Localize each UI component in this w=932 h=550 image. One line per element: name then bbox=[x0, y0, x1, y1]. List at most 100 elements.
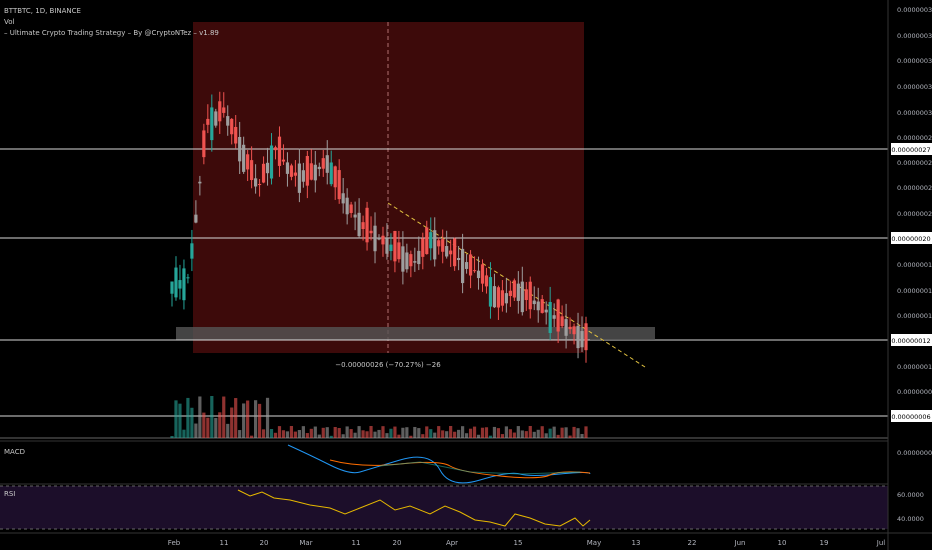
candle-body bbox=[580, 331, 584, 348]
volume-bar bbox=[357, 426, 361, 438]
volume-bar bbox=[457, 429, 461, 438]
volume-bar bbox=[472, 426, 477, 438]
time-axis: Feb 11 20 Mar 11 20 Apr 15 May 13 22 Jun 10 19 Jul bbox=[168, 539, 885, 547]
candle-body bbox=[484, 275, 489, 287]
candle-body bbox=[202, 130, 206, 158]
volume-bar bbox=[289, 426, 294, 438]
candle-body bbox=[297, 163, 301, 193]
volume-bar bbox=[564, 427, 568, 438]
volume-bar bbox=[297, 430, 301, 438]
volume-bar bbox=[246, 400, 250, 438]
volume-bar bbox=[524, 431, 528, 438]
volume-bar bbox=[397, 434, 401, 438]
volume-bar bbox=[253, 400, 258, 438]
candle-body bbox=[548, 301, 552, 333]
price-badges: 0.00000027 0.00000020 0.00000012 0.00000… bbox=[891, 143, 932, 422]
candle-body bbox=[269, 145, 274, 179]
time-tick: Feb bbox=[168, 539, 181, 547]
candle-body bbox=[253, 178, 258, 187]
candle-body bbox=[214, 111, 218, 126]
volume-bar bbox=[433, 432, 437, 438]
volume-bar bbox=[250, 435, 254, 438]
volume-bar bbox=[532, 431, 536, 438]
candle-body bbox=[413, 261, 417, 263]
time-tick: 10 bbox=[778, 539, 787, 547]
candle-body bbox=[476, 270, 481, 279]
time-tick: 13 bbox=[632, 539, 641, 547]
volume-bar bbox=[401, 427, 405, 438]
volume-bar bbox=[170, 436, 174, 438]
candle-body bbox=[293, 172, 298, 176]
candle-body bbox=[508, 290, 512, 296]
volume-bar bbox=[460, 426, 465, 438]
volume-bar bbox=[429, 429, 433, 438]
volume-bar bbox=[500, 434, 505, 438]
time-tick: Mar bbox=[299, 539, 312, 547]
candle-body bbox=[429, 232, 433, 249]
volume-bar bbox=[449, 426, 453, 438]
price-tick: 0.00000028 bbox=[897, 134, 932, 142]
candle-body bbox=[174, 267, 178, 298]
candle-body bbox=[445, 246, 449, 257]
volume-bar bbox=[544, 433, 548, 438]
candle-body bbox=[190, 243, 194, 259]
time-tick: 19 bbox=[820, 539, 829, 547]
volume-bar bbox=[329, 435, 333, 438]
candle-body bbox=[341, 193, 345, 204]
volume-bar bbox=[194, 423, 198, 438]
price-tick: 0.00000016 bbox=[897, 287, 932, 295]
volume-bar bbox=[317, 434, 321, 438]
price-tick: 0.00000024 bbox=[897, 184, 932, 192]
candle-body bbox=[246, 154, 250, 170]
candle-body bbox=[564, 319, 568, 336]
volume-bar bbox=[218, 412, 222, 438]
candle-body bbox=[389, 244, 393, 252]
candle-body bbox=[417, 250, 421, 265]
volume-bar bbox=[190, 407, 194, 438]
candle-body bbox=[250, 160, 254, 181]
candle-body bbox=[488, 277, 493, 307]
candle-body bbox=[178, 280, 182, 289]
candle-body bbox=[369, 230, 373, 234]
volume-bar bbox=[313, 426, 317, 438]
candle-body bbox=[333, 166, 337, 188]
rsi-band bbox=[0, 486, 888, 529]
volume-bar bbox=[349, 429, 353, 438]
candle-body bbox=[544, 309, 548, 313]
candle-body bbox=[393, 230, 397, 262]
volume-bar bbox=[488, 435, 493, 438]
price-tick: 0.00000014 bbox=[897, 312, 932, 320]
volume-bar bbox=[285, 431, 290, 438]
volume-bar bbox=[222, 396, 226, 438]
volume-bar bbox=[480, 427, 485, 438]
time-tick: Jun bbox=[734, 539, 746, 547]
volume-bar bbox=[369, 426, 373, 438]
candle-body bbox=[568, 326, 572, 330]
candle-body bbox=[206, 118, 210, 125]
candle-body bbox=[532, 300, 536, 305]
candle-body bbox=[325, 155, 329, 173]
volume-bar bbox=[345, 426, 349, 438]
candle-body bbox=[377, 237, 381, 240]
volume-bar bbox=[492, 426, 497, 438]
candle-body bbox=[305, 156, 309, 186]
volume-bar bbox=[425, 426, 429, 438]
candle-body bbox=[242, 144, 246, 172]
rsi-label: RSI bbox=[4, 490, 15, 498]
volume-bar bbox=[508, 429, 512, 438]
price-tick: 0.00000032 bbox=[897, 83, 932, 91]
time-tick: 15 bbox=[514, 539, 523, 547]
volume-bar bbox=[269, 429, 274, 438]
candle-body bbox=[329, 162, 333, 185]
candle-body bbox=[584, 323, 588, 351]
candle-body bbox=[361, 222, 365, 230]
volume-bar bbox=[576, 428, 580, 438]
candle-body bbox=[281, 159, 286, 162]
candle-body bbox=[230, 118, 234, 135]
volume-bar bbox=[365, 431, 369, 438]
volume-bar bbox=[234, 398, 238, 438]
price-tick: 0.00000022 bbox=[897, 210, 932, 218]
candle-body bbox=[437, 240, 441, 247]
